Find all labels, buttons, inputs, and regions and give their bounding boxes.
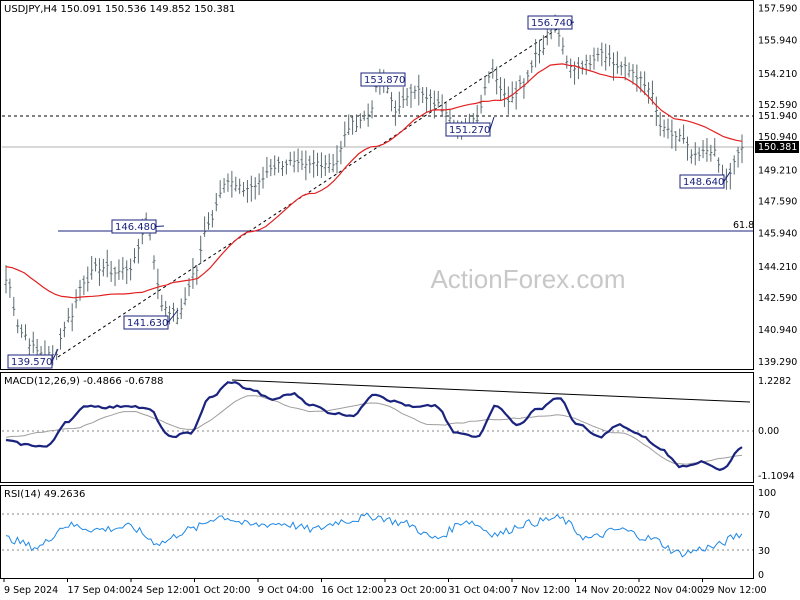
rsi-panel-header: RSI(14) 49.2636 xyxy=(4,489,85,500)
moving-average-line xyxy=(5,63,743,299)
price-callout: 139.570 xyxy=(7,348,59,369)
macd-signal-line xyxy=(5,395,743,465)
main-y-tick: 140.940 xyxy=(758,325,797,336)
current-price-label: 150.381 xyxy=(758,142,797,153)
rsi-tick-0: 0 xyxy=(758,570,764,581)
svg-text:148.640: 148.640 xyxy=(683,177,724,188)
main-y-tick: 149.210 xyxy=(758,165,797,176)
trend-line xyxy=(57,21,569,358)
x-tick-label: 1 Oct 20:00 xyxy=(195,585,251,596)
main-y-tick: 145.940 xyxy=(758,228,797,239)
main-y-tick: 154.210 xyxy=(758,69,797,80)
main-y-tick: 155.940 xyxy=(758,35,797,46)
rsi-tick-30: 30 xyxy=(758,546,770,557)
main-y-tick: 150.940 xyxy=(758,132,797,143)
x-tick-label: 9 Sep 2024 xyxy=(4,585,58,596)
fib-label: 61.8 xyxy=(733,220,754,231)
price-callouts: 139.570 146.480 141.630 153.870 151.270 156.7… xyxy=(7,15,731,369)
x-tick-label: 17 Sep 04:00 xyxy=(68,585,131,596)
macd-divergence-line xyxy=(231,379,751,403)
macd-tick-top: 1.2282 xyxy=(758,376,791,387)
macd-tick-bottom: -1.1094 xyxy=(758,471,795,482)
svg-text:141.630: 141.630 xyxy=(127,318,168,329)
rsi-panel-frame xyxy=(0,485,754,579)
price-callout: 151.270 xyxy=(445,116,495,137)
x-tick-label: 9 Oct 04:00 xyxy=(258,585,314,596)
x-axis: 9 Sep 2024 17 Sep 04:00 24 Sep 12:00 1 Oct … xyxy=(3,578,767,596)
resistance-label: 151.940 xyxy=(758,111,797,122)
x-tick-label: 7 Nov 12:00 xyxy=(512,585,570,596)
main-y-tick: 142.590 xyxy=(758,293,797,304)
x-tick-label: 23 Oct 20:00 xyxy=(385,585,447,596)
svg-text:153.870: 153.870 xyxy=(364,75,405,86)
current-price-label-box xyxy=(755,141,799,153)
macd-line xyxy=(5,381,743,472)
price-callout: 148.640 xyxy=(679,171,731,189)
main-y-axis: 157.590 155.940 154.210 152.590 150.940 149.2… xyxy=(758,4,797,368)
macd-panel-frame xyxy=(0,372,754,483)
svg-text:151.270: 151.270 xyxy=(449,125,490,136)
svg-text:156.740: 156.740 xyxy=(531,18,572,29)
x-tick-label: 31 Oct 04:00 xyxy=(449,585,511,596)
resistance-label-box xyxy=(756,110,798,122)
price-callout: 146.480 xyxy=(111,219,165,234)
svg-text:146.480: 146.480 xyxy=(115,222,156,233)
x-tick-label: 16 Oct 12:00 xyxy=(322,585,384,596)
price-callout: 141.630 xyxy=(123,309,179,330)
main-y-tick: 157.590 xyxy=(758,4,797,15)
x-tick-label: 24 Sep 12:00 xyxy=(131,585,194,596)
rsi-tick-100: 100 xyxy=(758,488,776,499)
price-callout: 153.870 xyxy=(360,72,406,87)
main-y-tick: 152.590 xyxy=(758,100,797,111)
rsi-tick-70: 70 xyxy=(758,510,770,521)
main-y-tick: 147.590 xyxy=(758,197,797,208)
macd-panel-header: MACD(12,26,9) -0.4866 -0.6788 xyxy=(4,376,164,387)
macd-tick-zero: 0.00 xyxy=(758,426,779,437)
main-y-tick: 139.290 xyxy=(758,357,797,368)
price-bars xyxy=(4,14,744,367)
main-panel-frame xyxy=(0,0,754,370)
x-tick-label: 29 Nov 12:00 xyxy=(703,585,767,596)
watermark: ActionForex.com xyxy=(430,264,625,294)
x-tick-label: 14 Nov 20:00 xyxy=(576,585,640,596)
main-panel-header: USDJPY,H4 150.091 150.536 149.852 150.38… xyxy=(4,4,235,15)
price-callout: 156.740 xyxy=(527,15,575,30)
svg-text:139.570: 139.570 xyxy=(11,357,52,368)
main-y-tick: 144.210 xyxy=(758,262,797,273)
rsi-line xyxy=(5,512,743,558)
x-tick-label: 22 Nov 04:00 xyxy=(639,585,703,596)
